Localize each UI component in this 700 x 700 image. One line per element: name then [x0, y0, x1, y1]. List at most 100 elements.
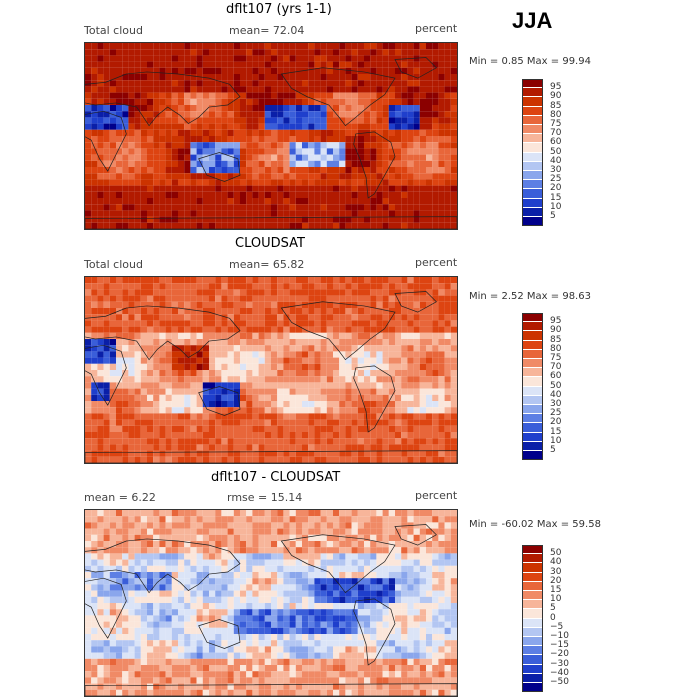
field-cell [333, 413, 340, 420]
field-cell [432, 634, 439, 641]
field-cell [364, 289, 371, 296]
field-cell [283, 210, 290, 217]
field-cell [128, 363, 135, 370]
field-cell [153, 301, 160, 308]
field-cell [271, 92, 278, 99]
field-cell [128, 55, 135, 62]
field-cell [196, 345, 203, 352]
field-cell [227, 154, 234, 161]
field-cell [165, 277, 172, 284]
field-cell [178, 49, 185, 56]
field-cell [171, 357, 178, 364]
field-cell [227, 376, 234, 383]
field-cell [271, 634, 278, 641]
field-cell [184, 584, 191, 591]
field-cell [345, 388, 352, 395]
field-cell [209, 345, 216, 352]
field-cell [376, 456, 383, 463]
field-cell [153, 640, 160, 647]
field-cell [240, 98, 247, 105]
field-cell [302, 123, 309, 130]
field-cell [444, 559, 451, 566]
field-cell [407, 191, 414, 198]
field-cell [109, 401, 116, 408]
field-cell [258, 216, 265, 223]
field-cell [308, 603, 315, 610]
field-cell [103, 277, 110, 284]
field-cell [252, 450, 259, 457]
field-cell [233, 314, 240, 321]
field-cell [395, 407, 402, 414]
field-cell [165, 522, 172, 529]
field-cell [246, 510, 253, 517]
field-cell [426, 584, 433, 591]
field-cell [364, 142, 371, 149]
field-cell [432, 388, 439, 395]
field-cell [171, 185, 178, 192]
field-cell [258, 559, 265, 566]
field-cell [227, 413, 234, 420]
field-cell [240, 438, 247, 445]
field-cell [227, 590, 234, 597]
field-cell [264, 553, 271, 560]
field-cell [209, 320, 216, 327]
field-cell [333, 277, 340, 284]
field-cell [103, 432, 110, 439]
field-cell [419, 603, 426, 610]
field-cell [432, 382, 439, 389]
colorbar-frame [522, 79, 543, 227]
field-cell [159, 49, 166, 56]
field-cell [320, 167, 327, 174]
field-cell [103, 289, 110, 296]
field-cell [264, 388, 271, 395]
field-cell [444, 450, 451, 457]
field-cell [283, 123, 290, 130]
field-cell [388, 179, 395, 186]
field-cell [308, 326, 315, 333]
field-cell [314, 413, 321, 420]
field-cell [202, 444, 209, 451]
field-cell [153, 167, 160, 174]
field-cell [165, 98, 172, 105]
field-cell [283, 154, 290, 161]
field-cell [252, 634, 259, 641]
field-cell [122, 198, 129, 205]
field-cell [277, 67, 284, 74]
field-cell [97, 49, 104, 56]
field-cell [91, 117, 98, 124]
field-cell [283, 419, 290, 426]
field-cell [178, 407, 185, 414]
field-cell [271, 363, 278, 370]
field-cell [302, 413, 309, 420]
field-cell [233, 528, 240, 535]
field-cell [246, 363, 253, 370]
field-cell [91, 444, 98, 451]
field-cell [320, 534, 327, 541]
field-cell [419, 376, 426, 383]
field-cell [103, 123, 110, 130]
field-cell [252, 590, 259, 597]
field-cell [97, 301, 104, 308]
field-cell [289, 516, 296, 523]
field-cell [376, 314, 383, 321]
field-cell [85, 615, 92, 622]
field-cell [339, 584, 346, 591]
field-cell [128, 516, 135, 523]
field-cell [302, 584, 309, 591]
field-cell [395, 547, 402, 554]
field-cell [283, 204, 290, 211]
field-cell [85, 43, 92, 50]
field-cell [364, 277, 371, 284]
field-cell [314, 640, 321, 647]
field-cell [140, 80, 147, 87]
field-cell [233, 154, 240, 161]
field-cell [97, 210, 104, 217]
field-cell [388, 320, 395, 327]
field-cell [85, 136, 92, 143]
field-cell [364, 308, 371, 315]
field-cell [97, 179, 104, 186]
field-cell [184, 590, 191, 597]
field-cell [159, 438, 166, 445]
field-cell [314, 357, 321, 364]
panel-3-mean: mean = 6.22 [84, 491, 156, 504]
